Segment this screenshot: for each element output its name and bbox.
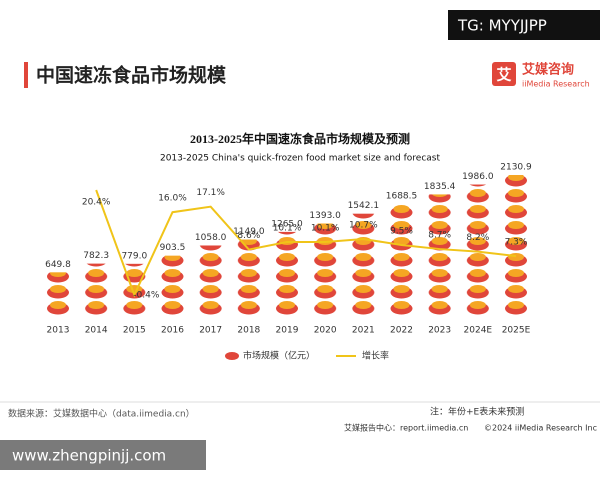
line-label: 10.1% bbox=[273, 223, 302, 233]
bar bbox=[313, 223, 338, 315]
bar-label: 779.0 bbox=[121, 251, 147, 261]
bar bbox=[465, 184, 490, 315]
x-tick-label: 2016 bbox=[161, 326, 184, 336]
bar-label: 1542.1 bbox=[348, 201, 380, 211]
x-tick-label: 2024E bbox=[464, 326, 493, 336]
x-tick-label: 2021 bbox=[352, 326, 375, 336]
report: 艾媒报告中心：report.iimedia.cn bbox=[344, 423, 468, 433]
bar bbox=[46, 272, 70, 315]
x-tick-label: 2019 bbox=[276, 326, 299, 336]
bar-label: 782.3 bbox=[83, 251, 109, 261]
logo-text: 艾媒咨询 bbox=[522, 62, 574, 78]
legend-label: 增长率 bbox=[362, 350, 389, 362]
line-label: 10.1% bbox=[311, 223, 340, 233]
bar-label: 1835.4 bbox=[424, 182, 456, 192]
line-label: 17.1% bbox=[196, 188, 225, 198]
bar-label: 2130.9 bbox=[500, 163, 532, 173]
x-tick-label: 2014 bbox=[85, 326, 108, 336]
page-title: 中国速冻食品市场规模 bbox=[36, 64, 227, 87]
bar bbox=[84, 263, 109, 315]
x-tick-label: 2025E bbox=[502, 326, 531, 336]
bar-label: 1688.5 bbox=[386, 192, 418, 202]
watermark-box bbox=[448, 10, 600, 40]
source: 数据来源：艾媒数据中心（data.iimedia.cn） bbox=[8, 408, 195, 420]
x-tick-label: 2018 bbox=[237, 326, 260, 336]
x-tick-label: 2017 bbox=[199, 326, 222, 336]
copyright: ©2024 iiMedia Research Inc bbox=[484, 424, 597, 433]
line-label: 9.5% bbox=[390, 227, 413, 237]
logo-sub: iiMedia Research bbox=[522, 80, 590, 89]
legend-label: 市场规模（亿元） bbox=[243, 350, 315, 362]
bar bbox=[275, 231, 299, 315]
site-box bbox=[0, 440, 206, 470]
bar bbox=[504, 175, 528, 315]
x-tick-label: 2013 bbox=[47, 326, 70, 336]
bar bbox=[198, 245, 223, 315]
growth-line bbox=[95, 189, 517, 298]
title-accent bbox=[24, 62, 28, 88]
bar bbox=[389, 204, 414, 315]
logo-glyph: 艾 bbox=[496, 66, 511, 84]
site: www.zhengpinjj.com bbox=[12, 447, 166, 465]
line-label: 16.0% bbox=[158, 194, 187, 204]
line-label: 8.2% bbox=[466, 233, 489, 243]
line-label: 7.3% bbox=[505, 238, 528, 248]
bar-label: 1058.0 bbox=[195, 233, 227, 243]
chart-subtitle: 2013-2025 China's quick-frozen food mark… bbox=[160, 154, 441, 164]
bar-label: 649.8 bbox=[45, 260, 71, 270]
logo-icon bbox=[492, 62, 516, 86]
bar bbox=[236, 239, 261, 315]
line-label: 8.6% bbox=[237, 231, 260, 241]
line-label: 20.4% bbox=[82, 198, 111, 208]
bar-label: 1986.0 bbox=[462, 172, 494, 182]
bar bbox=[351, 213, 376, 315]
legend-swatch bbox=[225, 352, 239, 360]
watermark: TG: MYYJJPP bbox=[457, 17, 547, 35]
bar-label: 903.5 bbox=[160, 243, 186, 253]
bar-label: 1265.0 bbox=[271, 219, 303, 229]
x-tick-label: 2015 bbox=[123, 326, 146, 336]
line-label: -0.4% bbox=[133, 291, 160, 301]
bar-label: 1149.0 bbox=[233, 227, 265, 237]
line-label: 10.7% bbox=[349, 220, 378, 230]
bar bbox=[160, 255, 185, 315]
x-tick-label: 2022 bbox=[390, 326, 413, 336]
note: 注：年份+E表未来预测 bbox=[430, 406, 524, 418]
bar-label: 1393.0 bbox=[309, 211, 341, 221]
chart-title: 2013-2025年中国速冻食品市场规模及预测 bbox=[190, 131, 410, 146]
bar bbox=[427, 194, 452, 315]
x-tick-label: 2020 bbox=[314, 326, 337, 336]
x-tick-label: 2023 bbox=[428, 326, 451, 336]
line-label: 8.7% bbox=[428, 231, 451, 241]
